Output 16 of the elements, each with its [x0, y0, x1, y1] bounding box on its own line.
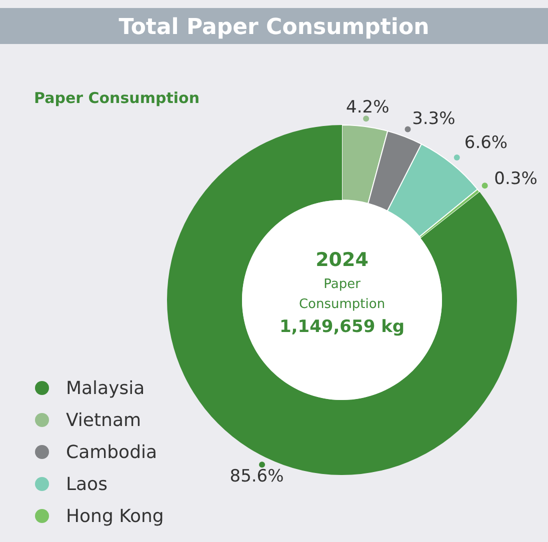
legend-label: Malaysia	[66, 378, 145, 399]
chart-title: Total Paper Consumption	[118, 15, 430, 40]
data-label: 3.3%	[412, 109, 456, 130]
data-label: 0.3%	[494, 169, 538, 190]
data-label: 6.6%	[464, 133, 508, 154]
legend-label: Cambodia	[66, 442, 158, 463]
legend-label: Laos	[66, 474, 108, 495]
data-label: 85.6%	[230, 466, 284, 486]
text: Paper	[324, 277, 362, 292]
data-label: 4.2%	[346, 98, 390, 118]
text: 1,149,659 kg	[279, 317, 405, 337]
legend-label: Hong Kong	[66, 506, 164, 527]
text: 2024	[316, 249, 368, 271]
text: Consumption	[298, 297, 386, 312]
chart-subtitle: Paper Consumption	[34, 89, 200, 107]
legend-label: Vietnam	[66, 410, 142, 431]
